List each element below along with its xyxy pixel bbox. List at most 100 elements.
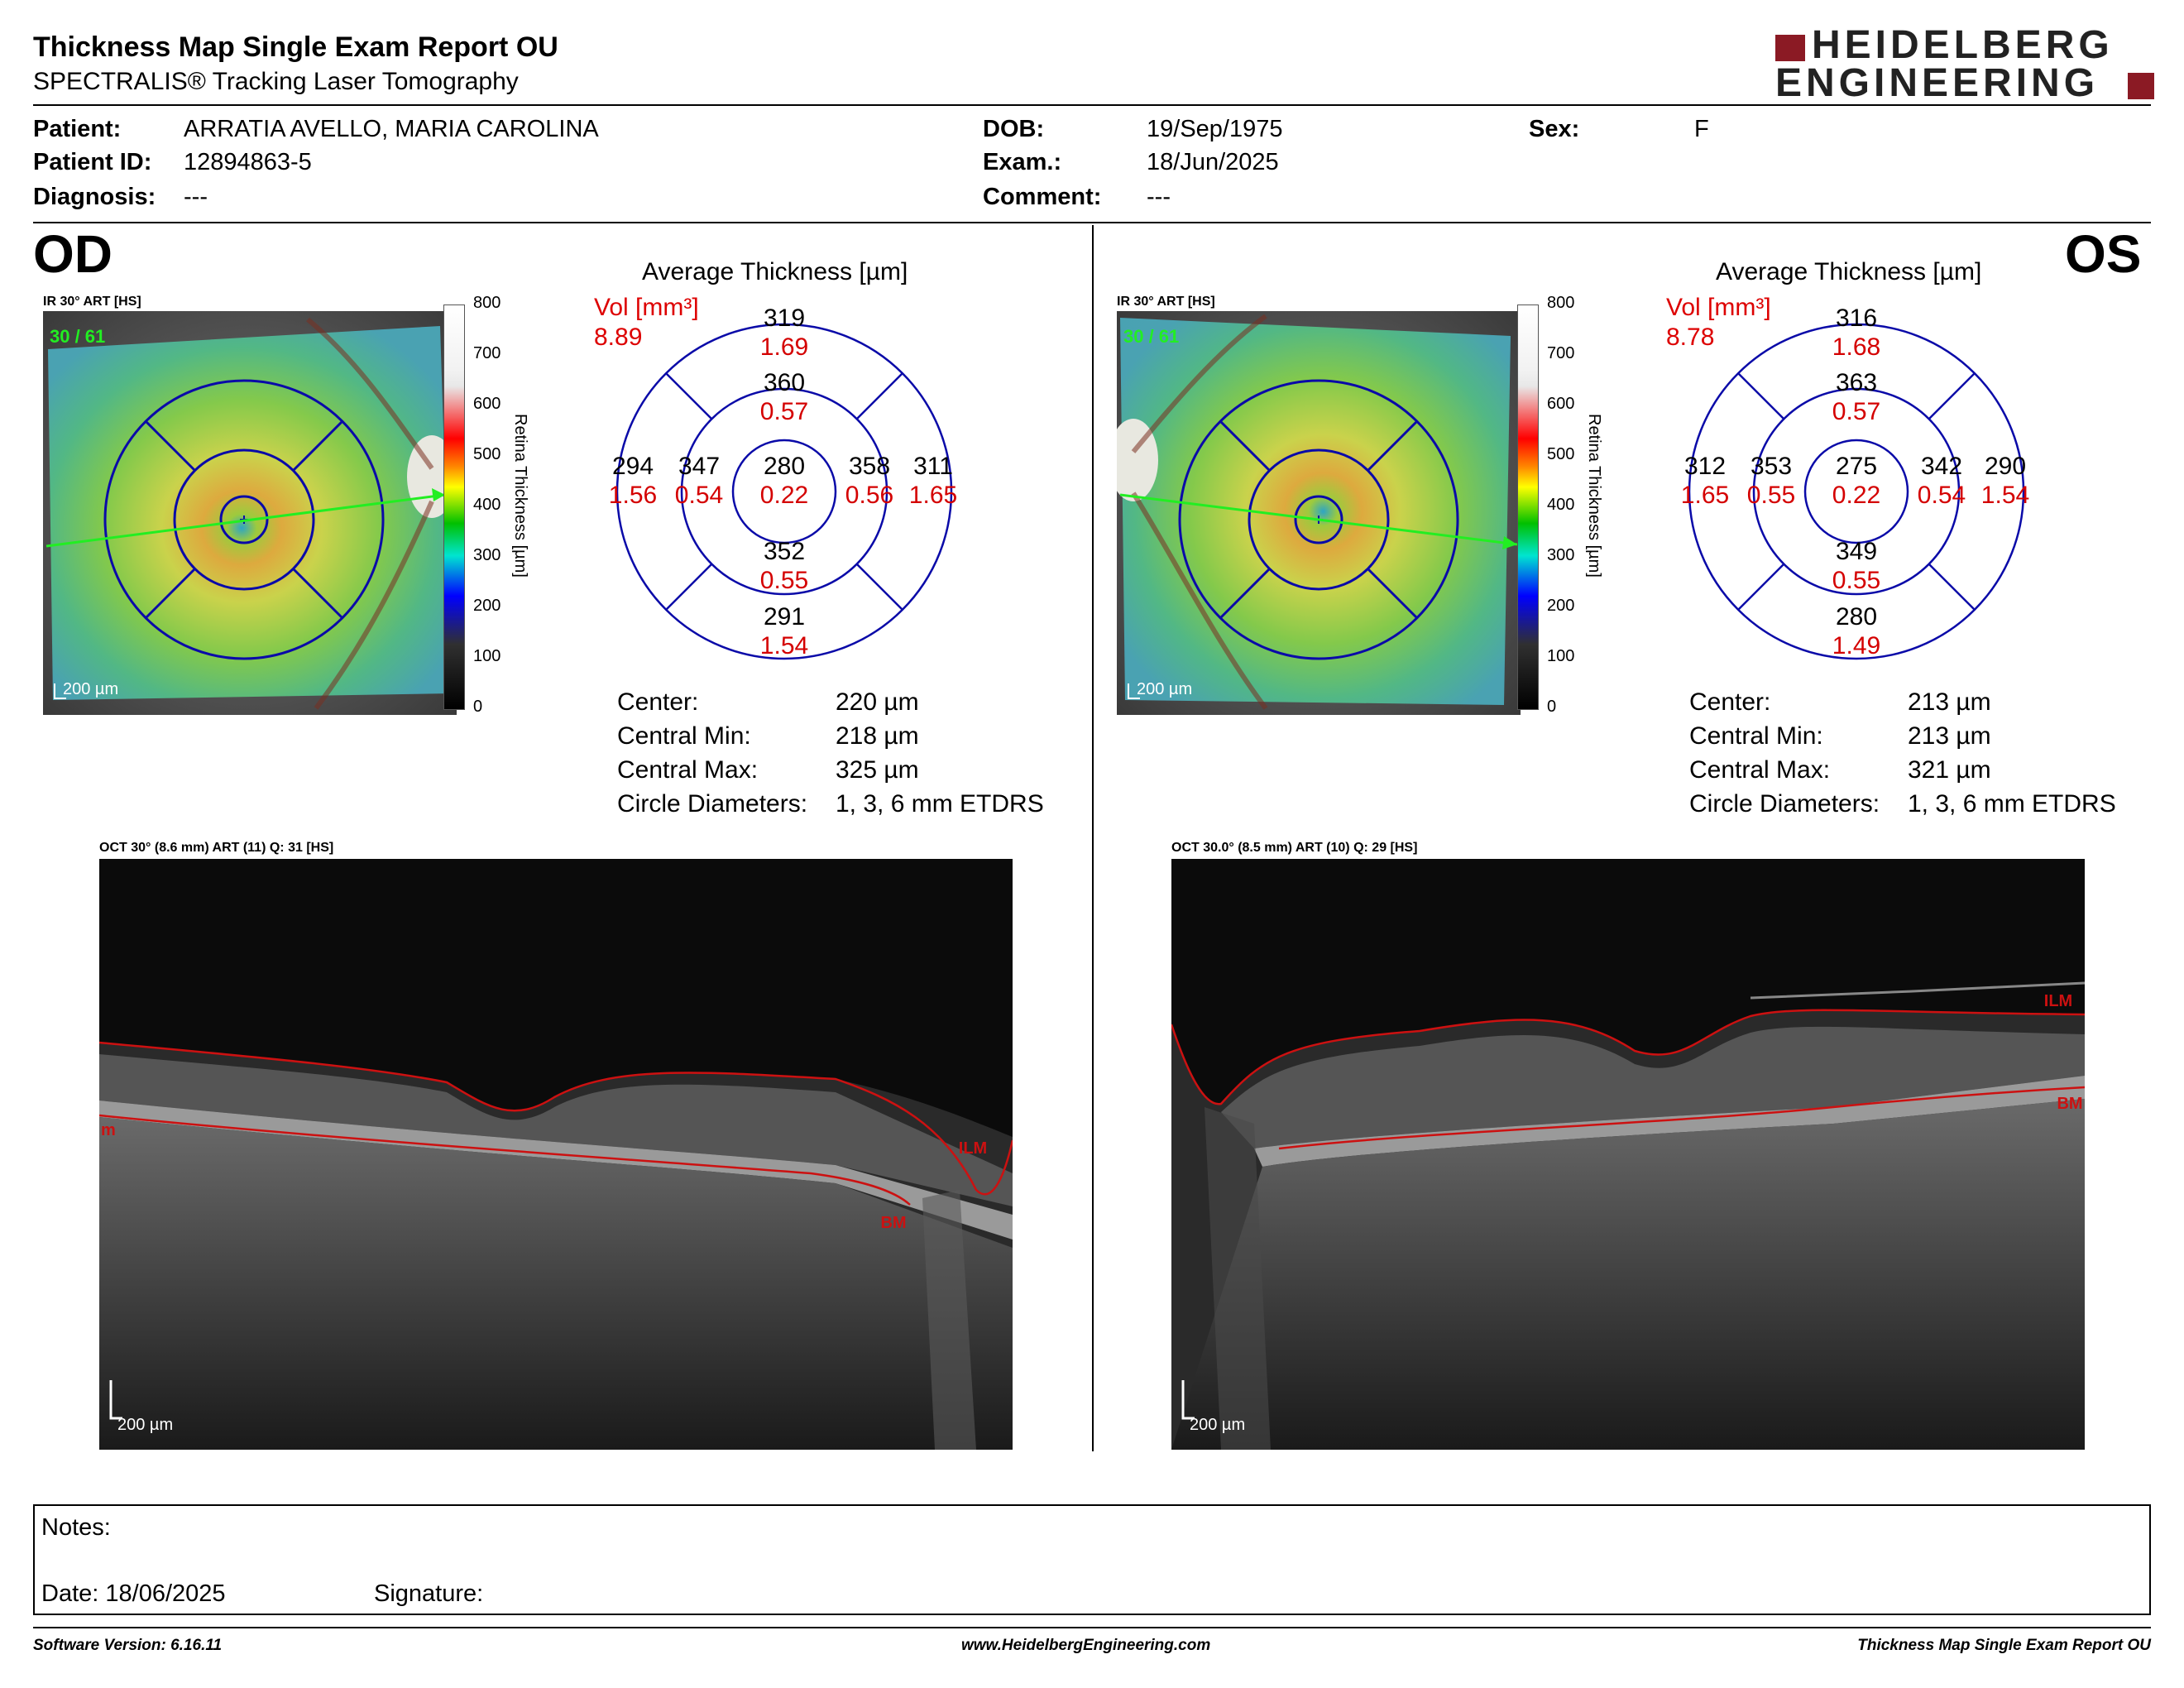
os-center-thickness: 275 bbox=[1836, 453, 1877, 480]
os-inner-top-volume: 0.57 bbox=[1832, 398, 1880, 425]
os-scale-tick: 0 bbox=[1547, 698, 1557, 716]
os-inner-bottom-volume: 0.55 bbox=[1832, 567, 1880, 594]
os-center-value: 213 µm bbox=[1908, 688, 1991, 716]
os-scale-tick: 400 bbox=[1547, 496, 1575, 514]
os-outer-left-thickness: 312 bbox=[1684, 453, 1726, 480]
logo-engineering: ENGINEERING bbox=[1775, 61, 2100, 105]
os-etdrs-grid: 275 0.22 363 0.57 349 0.55 353 0.55 342 … bbox=[1681, 306, 2029, 660]
os-scale-tick: 500 bbox=[1547, 445, 1575, 463]
od-scale-tick: 500 bbox=[473, 445, 501, 463]
logo-block-icon bbox=[2128, 73, 2154, 99]
notes-label: Notes: bbox=[41, 1514, 111, 1541]
os-outer-top-volume: 1.68 bbox=[1832, 333, 1880, 361]
od-vol-total: 8.89 bbox=[594, 324, 643, 351]
os-ir-label: IR 30° ART [HS] bbox=[1117, 295, 1215, 309]
od-max-value: 325 µm bbox=[836, 756, 919, 784]
od-inner-bottom-thickness: 352 bbox=[764, 538, 805, 565]
od-center-label: Center: bbox=[617, 688, 699, 716]
os-inner-left-volume: 0.55 bbox=[1747, 482, 1795, 509]
os-scale-tick: 800 bbox=[1547, 294, 1575, 312]
os-circle-label: Circle Diameters: bbox=[1689, 790, 1880, 818]
date-line: Date: 18/06/2025 bbox=[41, 1580, 226, 1608]
os-scale-tick: 700 bbox=[1547, 344, 1575, 362]
os-inner-bottom-thickness: 349 bbox=[1836, 538, 1877, 565]
od-vol-label: Vol [mm³] bbox=[594, 294, 699, 321]
os-oct-bscan: ILM BM 200 µm bbox=[1171, 859, 2085, 1450]
os-outer-bottom-thickness: 280 bbox=[1836, 603, 1877, 631]
od-oct-bscan: ILM BM m 200 µm bbox=[99, 859, 1013, 1450]
od-min-value: 218 µm bbox=[836, 722, 919, 750]
od-inner-right-volume: 0.56 bbox=[845, 482, 893, 509]
dob-label: DOB: bbox=[983, 116, 1045, 142]
patient-name: ARRATIA AVELLO, MARIA CAROLINA bbox=[184, 116, 599, 142]
os-outer-right-thickness: 290 bbox=[1985, 453, 2026, 480]
footer-software-version: Software Version: 6.16.11 bbox=[33, 1637, 223, 1654]
od-stats: Center: 220 µm Central Min: 218 µm Central… bbox=[617, 685, 1044, 821]
os-avg-thickness-title: Average Thickness [µm] bbox=[1716, 258, 1982, 285]
od-circle-label: Circle Diameters: bbox=[617, 790, 808, 818]
os-circle-value: 1, 3, 6 mm ETDRS bbox=[1908, 790, 2116, 818]
od-inner-bottom-volume: 0.55 bbox=[760, 567, 808, 594]
comment-label: Comment: bbox=[983, 184, 1102, 210]
od-outer-right-thickness: 311 bbox=[913, 453, 953, 480]
od-ir-label: IR 30° ART [HS] bbox=[43, 295, 141, 309]
os-vol-total: 8.78 bbox=[1666, 324, 1715, 351]
os-color-scale bbox=[1517, 305, 1539, 710]
os-outer-left-volume: 1.65 bbox=[1681, 482, 1729, 509]
patient-id-value: 12894863-5 bbox=[184, 149, 312, 175]
report-title: Thickness Map Single Exam Report OU bbox=[33, 31, 558, 63]
od-etdrs-grid: 280 0.22 360 0.57 352 0.55 347 0.54 358 … bbox=[609, 306, 957, 660]
od-scale-tick: 400 bbox=[473, 496, 501, 514]
sex-value: F bbox=[1694, 116, 1709, 142]
signature-label: Signature: bbox=[374, 1580, 484, 1607]
od-inner-right-thickness: 358 bbox=[849, 453, 890, 480]
dob-value: 19/Sep/1975 bbox=[1147, 116, 1283, 142]
exam-value: 18/Jun/2025 bbox=[1147, 149, 1279, 175]
os-min-value: 213 µm bbox=[1908, 722, 1991, 750]
footer-website-link[interactable]: www.HeidelbergEngineering.com bbox=[961, 1637, 1211, 1654]
eye-label-os: OS bbox=[2065, 224, 2142, 284]
date-label: Date: bbox=[41, 1580, 99, 1607]
od-outer-top-volume: 1.69 bbox=[760, 333, 808, 361]
od-oct-scale-bar: 200 µm bbox=[117, 1416, 173, 1434]
os-outer-bottom-volume: 1.49 bbox=[1832, 632, 1880, 659]
od-outer-bottom-volume: 1.54 bbox=[760, 632, 808, 659]
od-color-scale bbox=[443, 305, 465, 710]
os-scale-tick: 100 bbox=[1547, 647, 1575, 665]
footer-divider bbox=[33, 1627, 2151, 1628]
os-scale-tick: 600 bbox=[1547, 395, 1575, 413]
od-outer-top-thickness: 319 bbox=[764, 306, 805, 332]
od-ilm-label: ILM bbox=[959, 1139, 987, 1158]
center-divider bbox=[1092, 225, 1094, 1451]
report-subtitle: SPECTRALIS® Tracking Laser Tomography bbox=[33, 68, 519, 95]
os-ir-scale-bar: 200 µm bbox=[1137, 680, 1193, 698]
os-vol-label: Vol [mm³] bbox=[1666, 294, 1771, 321]
od-inner-left-volume: 0.54 bbox=[675, 482, 723, 509]
os-center-label: Center: bbox=[1689, 688, 1771, 716]
os-ilm-label: ILM bbox=[2044, 992, 2072, 1010]
os-scale-title: Retina Thickness [µm] bbox=[1585, 414, 1603, 578]
patient-divider bbox=[33, 222, 2151, 223]
os-outer-right-volume: 1.54 bbox=[1981, 482, 2029, 509]
od-center-volume: 0.22 bbox=[760, 482, 808, 509]
notes-box[interactable]: Notes: Date: 18/06/2025 Signature: bbox=[33, 1504, 2151, 1615]
os-oct-scale-bar: 200 µm bbox=[1190, 1416, 1245, 1434]
od-center-thickness: 280 bbox=[764, 453, 805, 480]
od-max-label: Central Max: bbox=[617, 756, 759, 784]
od-center-value: 220 µm bbox=[836, 688, 919, 716]
os-fundus-thickness-map: 30 / 61 200 µm bbox=[1117, 311, 1521, 715]
od-scale-tick: 0 bbox=[473, 698, 483, 716]
od-scale-tick: 800 bbox=[473, 294, 501, 312]
os-inner-right-volume: 0.54 bbox=[1918, 482, 1966, 509]
od-scale-tick: 100 bbox=[473, 647, 501, 665]
sex-label: Sex: bbox=[1529, 116, 1580, 142]
od-scale-tick: 600 bbox=[473, 395, 501, 413]
od-outer-left-thickness: 294 bbox=[612, 453, 654, 480]
patient-id-label: Patient ID: bbox=[33, 149, 152, 175]
od-ir-scale-bar: 200 µm bbox=[63, 680, 119, 698]
od-min-label: Central Min: bbox=[617, 722, 751, 750]
od-frame-count: 30 / 61 bbox=[50, 326, 106, 347]
footer-report-name: Thickness Map Single Exam Report OU bbox=[1857, 1637, 2151, 1654]
os-frame-count: 30 / 61 bbox=[1123, 326, 1180, 347]
od-outer-right-volume: 1.65 bbox=[909, 482, 957, 509]
